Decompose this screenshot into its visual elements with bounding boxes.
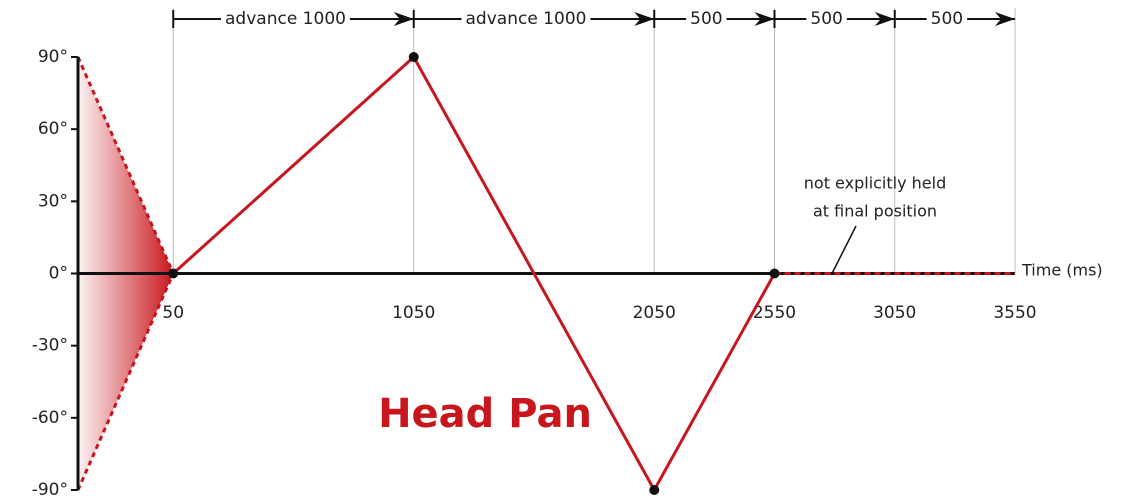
point <box>769 268 780 279</box>
interval-label-bg <box>686 9 727 29</box>
x-tick-label: 3550 <box>993 303 1036 323</box>
y-tick-label: 90° <box>38 47 68 67</box>
interval-label: 500 <box>810 9 842 29</box>
interval-label-bg <box>806 9 847 29</box>
x-tick-label: 50 <box>162 303 184 323</box>
interval-label-bg <box>221 9 350 29</box>
interval-label: advance 1000 <box>225 9 346 29</box>
point <box>649 485 660 495</box>
y-tick-label: -90° <box>32 480 68 499</box>
annotation: not explicitly held <box>804 174 946 193</box>
annotation: at final position <box>813 202 937 221</box>
y-tick-label: -30° <box>32 336 68 356</box>
point <box>168 268 179 279</box>
x-tick-label: 1050 <box>392 303 435 323</box>
y-tick-label: 30° <box>38 191 68 211</box>
fan-edge <box>76 56 175 275</box>
interval-label: advance 1000 <box>466 9 587 29</box>
interval-label: 500 <box>931 9 963 29</box>
interval-label-bg <box>461 9 591 29</box>
y-tick-label: 60° <box>38 119 68 139</box>
chart-title: Head Pan <box>378 391 592 437</box>
fan-edge <box>76 272 175 491</box>
interval-label-bg <box>926 9 968 29</box>
x-axis-label: Time (ms) <box>1021 261 1103 280</box>
point <box>408 52 419 62</box>
y-tick-label: 0° <box>49 264 68 284</box>
annotation-leader <box>831 225 857 274</box>
line <box>172 54 776 494</box>
interval-label: 500 <box>690 9 722 29</box>
x-tick-label: 3050 <box>873 303 916 323</box>
x-tick-label: 2550 <box>753 303 796 323</box>
y-tick-label: -60° <box>32 408 68 428</box>
x-tick-label: 2050 <box>633 303 676 323</box>
